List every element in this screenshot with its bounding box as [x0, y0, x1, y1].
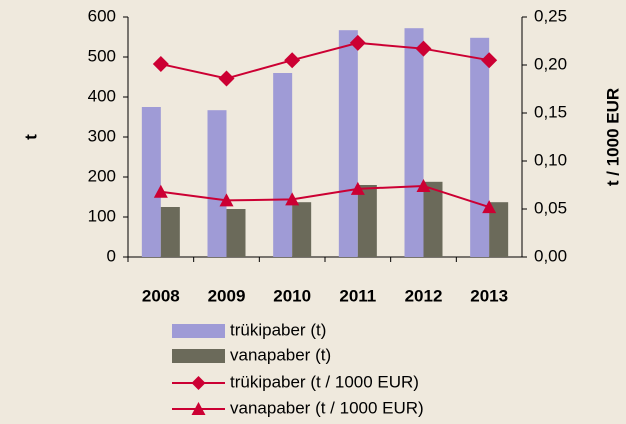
x-tick-label: 2011 — [339, 286, 376, 305]
y2-tick-label: 0,20 — [534, 54, 567, 73]
y-axis-label: t — [21, 134, 40, 140]
y-tick-label: 400 — [88, 86, 116, 105]
legend-label: vanapaber (t / 1000 EUR) — [230, 398, 424, 417]
x-tick-label: 2009 — [208, 286, 246, 305]
bar — [141, 107, 161, 257]
bar — [226, 209, 246, 257]
y-tick-label: 500 — [88, 46, 116, 65]
legend-label: vanapaber (t) — [230, 345, 331, 364]
marker — [349, 34, 366, 51]
y-tick-label: 600 — [88, 6, 116, 25]
marker — [285, 192, 300, 206]
y2-tick-label: 0,10 — [534, 150, 567, 169]
bar — [160, 207, 180, 257]
line — [160, 184, 490, 209]
marker — [482, 200, 497, 214]
legend-label: trükipaber (t / 1000 EUR) — [230, 372, 419, 391]
marker — [481, 52, 498, 69]
legend-marker — [191, 376, 206, 390]
x-tick-label: 2013 — [470, 286, 508, 305]
bar — [338, 30, 358, 258]
line — [160, 41, 490, 80]
marker — [152, 56, 169, 73]
bar — [423, 181, 443, 257]
marker — [415, 40, 432, 57]
x-tick-label: 2012 — [405, 286, 443, 305]
legend-label: trükipaber (t) — [230, 320, 326, 339]
marker — [416, 178, 431, 192]
y-tick-label: 100 — [88, 206, 116, 225]
bar — [489, 202, 509, 257]
y-tick-label: 300 — [88, 126, 116, 145]
y2-tick-label: 0,25 — [534, 6, 567, 25]
legend-marker — [191, 402, 206, 415]
y2-tick-label: 0,15 — [534, 102, 567, 121]
x-tick-label: 2008 — [142, 286, 180, 305]
marker — [218, 70, 235, 87]
marker — [350, 181, 365, 195]
bar — [470, 37, 490, 257]
bar — [404, 28, 424, 258]
legend-swatch — [172, 349, 225, 363]
marker — [284, 52, 301, 69]
bar — [273, 73, 293, 257]
bar — [357, 185, 377, 257]
bar — [292, 202, 312, 257]
y2-axis-label: t / 1000 EUR — [603, 88, 622, 186]
y2-tick-label: 0,00 — [534, 246, 567, 265]
marker — [153, 184, 168, 198]
y-tick-label: 0 — [107, 246, 116, 265]
bar — [207, 110, 227, 257]
legend-swatch — [172, 324, 225, 338]
y-tick-label: 200 — [88, 166, 116, 185]
marker — [219, 193, 234, 207]
x-tick-label: 2010 — [273, 286, 311, 305]
y2-tick-label: 0,05 — [534, 198, 567, 217]
